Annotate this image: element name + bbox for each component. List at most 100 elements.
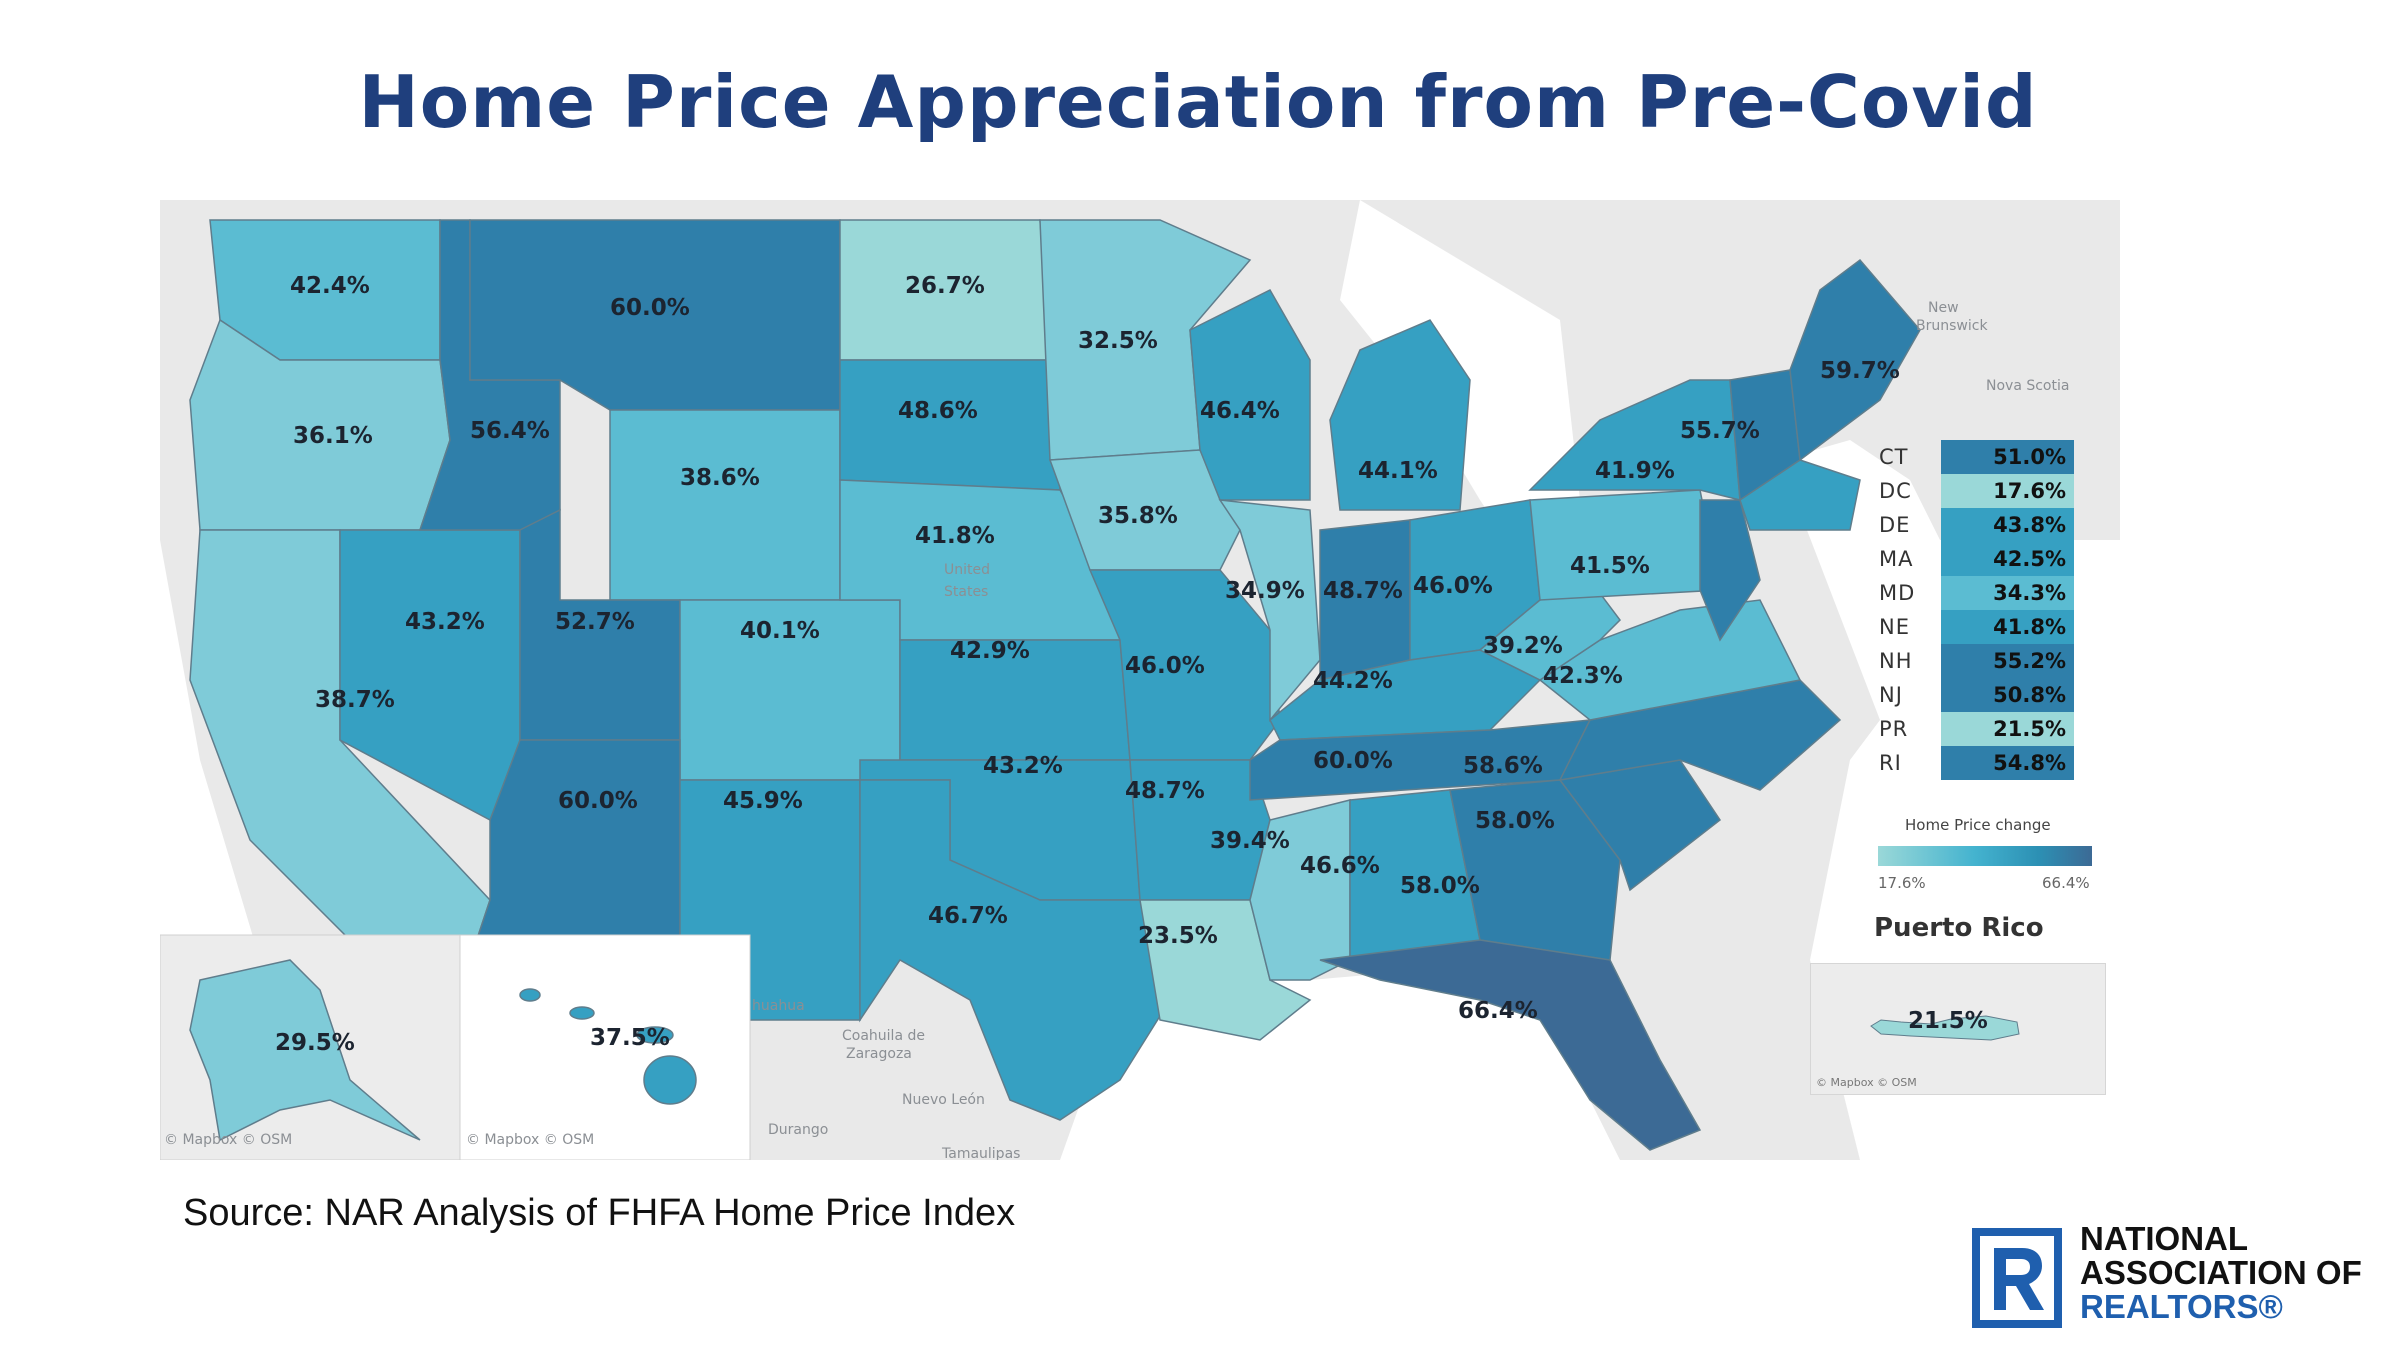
state-mi[interactable] (1329, 319, 1471, 511)
legend-state-abbr: NE (1879, 615, 1910, 639)
label-ia: 35.8% (1098, 503, 1178, 529)
legend-row: CT 51.0% (1875, 440, 2074, 474)
puerto-rico-title: Puerto Rico (1874, 913, 2044, 943)
state-mo[interactable] (1088, 569, 1281, 761)
legend-state-value: 21.5% (1941, 712, 2074, 746)
legend-state-value: 17.6% (1941, 474, 2074, 508)
geo-label-new-brunswick-2: Brunswick (1916, 318, 1988, 334)
state-ma-ct-ri[interactable] (1739, 459, 1861, 531)
state-hi-big-island[interactable] (643, 1055, 697, 1105)
legend-row: NJ 50.8% (1875, 678, 2074, 712)
label-mo: 46.0% (1125, 653, 1205, 679)
label-mt: 60.0% (610, 295, 690, 321)
geo-label-nuevo-leon: Nuevo León (902, 1092, 985, 1108)
label-fl: 66.4% (1458, 998, 1538, 1024)
nar-line-2: ASSOCIATION OF (2080, 1254, 2362, 1291)
puerto-rico-island[interactable] (1870, 1015, 2020, 1041)
state-ia[interactable] (1048, 449, 1241, 571)
label-ny: 41.9% (1595, 458, 1675, 484)
state-fl[interactable] (1319, 939, 1702, 1151)
legend-state-value: 41.8% (1941, 610, 2074, 644)
label-wv: 39.2% (1483, 633, 1563, 659)
state-hi-kauai[interactable] (519, 988, 541, 1002)
legend-state-value: 55.2% (1941, 644, 2074, 678)
legend-state-abbr: DE (1879, 513, 1911, 537)
state-pa[interactable] (1529, 489, 1721, 601)
legend-row: RI 54.8% (1875, 746, 2074, 780)
state-me[interactable] (1789, 258, 1921, 462)
label-sc: 58.0% (1475, 808, 1555, 834)
legend-state-value: 54.8% (1941, 746, 2074, 780)
label-co: 40.1% (740, 618, 820, 644)
label-nd: 26.7% (905, 273, 985, 299)
page-title: Home Price Appreciation from Pre-Covid (358, 60, 2038, 144)
state-hi-oahu[interactable] (569, 1006, 595, 1020)
legend-state-abbr: NH (1879, 649, 1913, 673)
legend-state-abbr: CT (1879, 445, 1909, 469)
label-wy: 38.6% (680, 465, 760, 491)
legend-row: MA 42.5% (1875, 542, 2074, 576)
legend-state-value: 51.0% (1941, 440, 2074, 474)
label-ks: 42.9% (950, 638, 1030, 664)
color-scale-title: Home Price change (1905, 816, 2051, 834)
label-ms: 39.4% (1210, 828, 1290, 854)
state-nj[interactable] (1699, 499, 1761, 642)
label-in: 48.7% (1323, 578, 1403, 604)
hawaii-inset (459, 934, 751, 1160)
legend-row: MD 34.3% (1875, 576, 2074, 610)
geo-label-chihuahua: huahua (752, 998, 805, 1014)
color-scale-max: 66.4% (2042, 874, 2090, 892)
label-az: 60.0% (558, 788, 638, 814)
state-wy[interactable] (609, 409, 841, 601)
legend-row: NH 55.2% (1875, 644, 2074, 678)
label-ga: 58.0% (1400, 873, 1480, 899)
geo-label-tamaulipas: Tamaulipas (941, 1146, 1020, 1160)
legend-row: DE 43.8% (1875, 508, 2074, 542)
legend-row: DC 17.6% (1875, 474, 2074, 508)
label-wa: 42.4% (290, 273, 370, 299)
state-ak[interactable] (189, 959, 421, 1142)
geo-label-nova-scotia: Nova Scotia (1986, 378, 2069, 394)
geo-label-coahuila-2: Zaragoza (846, 1046, 912, 1062)
legend-row: PR 21.5% (1875, 712, 2074, 746)
legend-state-value: 43.8% (1941, 508, 2074, 542)
geo-label-united-2: States (944, 584, 988, 600)
puerto-rico-credit: © Mapbox © OSM (1816, 1076, 1917, 1089)
small-states-table: CT 51.0% DC 17.6% DE 43.8% MA 42.5% MD 34.3% NE 41.… (1875, 440, 2074, 780)
label-ak: 29.5% (275, 1030, 355, 1056)
puerto-rico-inset (1810, 963, 2106, 1095)
nar-line-3: REALTORS® (2080, 1288, 2283, 1325)
geo-label-coahuila-1: Coahuila de (842, 1028, 925, 1044)
label-ar: 48.7% (1125, 778, 1205, 804)
label-or: 36.1% (293, 423, 373, 449)
legend-state-value: 50.8% (1941, 678, 2074, 712)
legend-state-abbr: PR (1879, 717, 1909, 741)
label-al: 46.6% (1300, 853, 1380, 879)
legend-state-abbr: NJ (1879, 683, 1903, 707)
label-nc: 58.6% (1463, 753, 1543, 779)
label-ut: 52.7% (555, 609, 635, 635)
legend-state-value: 42.5% (1941, 542, 2074, 576)
label-sd: 48.6% (898, 398, 978, 424)
label-ky: 44.2% (1313, 668, 1393, 694)
label-hi: 37.5% (590, 1025, 670, 1051)
state-tx[interactable] (859, 779, 1171, 1121)
geo-label-united-1: United (944, 562, 990, 578)
state-ga[interactable] (1449, 779, 1621, 961)
state-hi-maui[interactable] (636, 1026, 674, 1044)
state-sd[interactable] (839, 359, 1061, 491)
label-va: 42.3% (1543, 663, 1623, 689)
geo-label-new-brunswick-1: New (1928, 300, 1959, 316)
state-wi[interactable] (1189, 289, 1311, 501)
puerto-rico-value: 21.5% (1908, 1008, 1988, 1034)
legend-state-abbr: MD (1879, 581, 1916, 605)
nar-wordmark: NATIONAL ASSOCIATION OF REALTORS® (2080, 1222, 2362, 1324)
legend-state-value: 34.3% (1941, 576, 2074, 610)
label-il: 34.9% (1225, 578, 1305, 604)
label-tx: 46.7% (928, 903, 1008, 929)
label-vt: 55.7% (1680, 418, 1760, 444)
nar-line-1: NATIONAL (2080, 1220, 2249, 1257)
source-note: Source: NAR Analysis of FHFA Home Price … (183, 1192, 1016, 1234)
legend-state-abbr: MA (1879, 547, 1914, 571)
puerto-rico-shape (1870, 1015, 2020, 1041)
